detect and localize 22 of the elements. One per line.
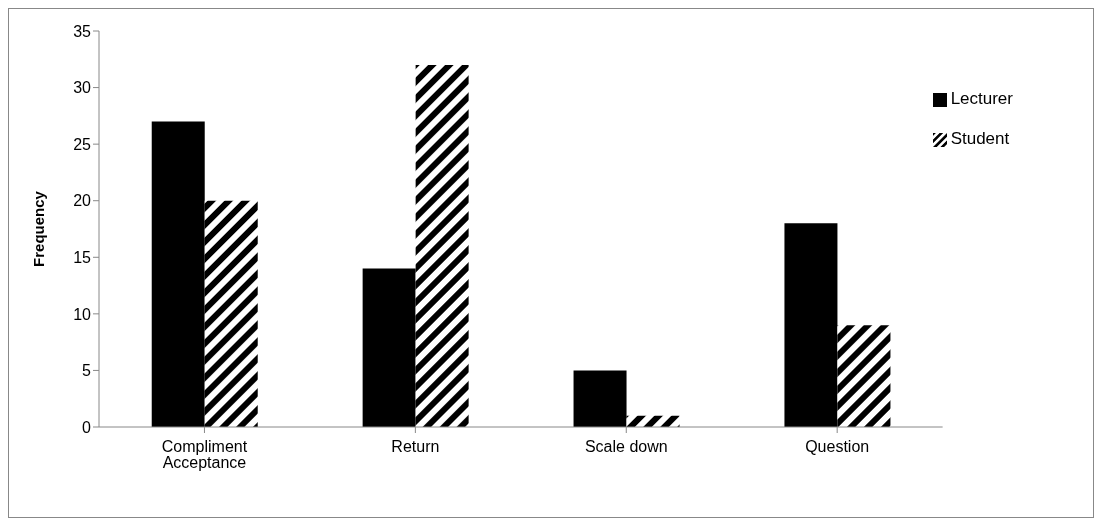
y-tick-label: 5 [82,362,92,380]
bar [151,121,205,427]
y-tick-label: 15 [73,248,92,266]
y-tick-label: 35 [73,22,92,40]
legend-label: Lecturer [950,89,1013,108]
x-tick-label: Scale down [584,438,668,456]
y-axis-title: Frequency [30,190,48,267]
y-tick-label: 30 [73,79,92,97]
bar [573,370,627,427]
x-tick-label: Question [805,438,870,456]
x-tick-label: Return [391,438,440,456]
y-tick-label: 25 [73,135,92,153]
bar [362,268,416,427]
y-tick-label: 0 [82,418,92,436]
y-tick-label: 10 [73,305,92,323]
bar [204,200,258,427]
y-tick-label: 20 [73,192,92,210]
bar [784,223,838,427]
bar [415,64,469,427]
legend-label: Student [950,129,1010,148]
x-tick-label: Compliment Acceptance [161,438,248,472]
bar [837,325,891,427]
